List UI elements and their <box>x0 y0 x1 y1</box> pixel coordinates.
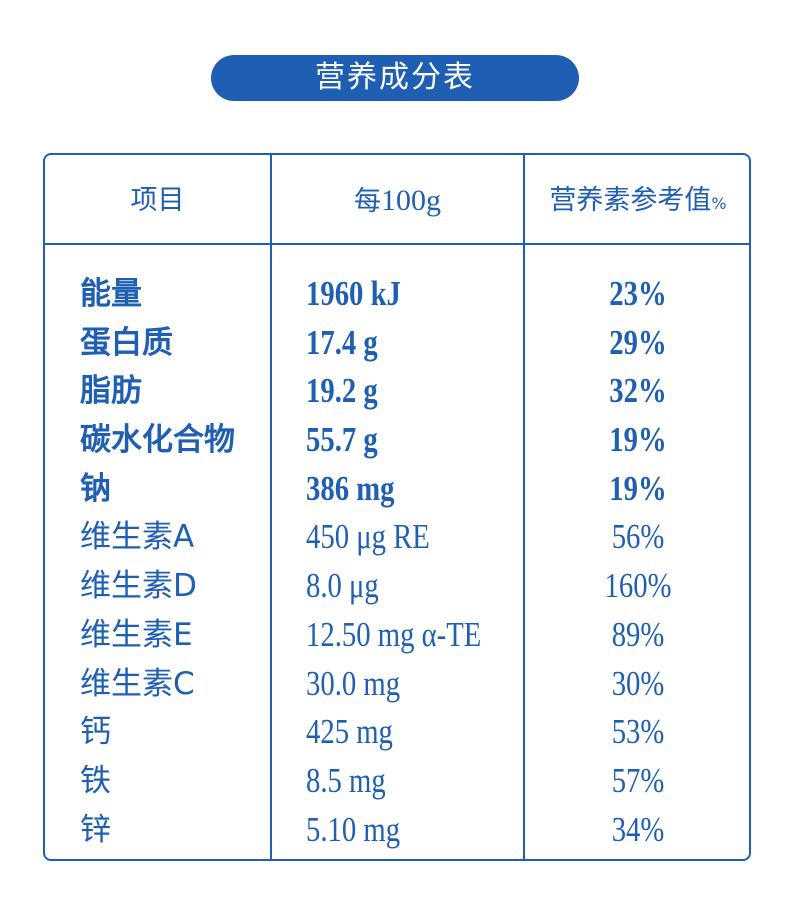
nutrient-amount: 17.4 g <box>306 322 378 362</box>
nutrient-name: 铁 <box>80 762 111 799</box>
nutrition-table: 项目 每100g 营养素参考值% 能量 1960 kJ 23% 蛋白质 17.4 g 29… <box>43 153 751 861</box>
nutrient-amount: 450 μg RE <box>306 517 430 557</box>
table-row: 钠 386 mg 19% <box>45 465 749 514</box>
header-nrv: 营养素参考值% <box>525 155 751 243</box>
nutrient-name: 碳水化合物 <box>80 422 235 459</box>
nutrient-name: 维生素D <box>80 568 197 605</box>
table-row: 能量 1960 kJ 23% <box>45 270 749 319</box>
header-per-100g: 每100g <box>272 155 523 243</box>
nutrient-nrv: 57% <box>611 760 665 800</box>
nutrient-nrv: 30% <box>611 663 665 703</box>
nutrient-amount: 19.2 g <box>306 371 378 411</box>
nutrient-name: 锌 <box>80 811 111 848</box>
nutrient-nrv: 89% <box>611 614 665 654</box>
nutrient-name: 维生素A <box>80 519 195 556</box>
table-row: 脂肪 19.2 g 32% <box>45 367 749 416</box>
nutrient-nrv: 19% <box>609 420 667 460</box>
table-row: 钙 425 mg 53% <box>45 708 749 757</box>
nutrient-amount: 12.50 mg α-TE <box>306 614 482 654</box>
nutrient-nrv: 23% <box>609 274 667 313</box>
table-row: 蛋白质 17.4 g 29% <box>45 319 749 368</box>
nutrient-nrv: 160% <box>604 566 672 606</box>
nutrient-name: 钙 <box>80 714 111 751</box>
header-per-prefix: 每 <box>354 186 381 217</box>
nutrient-name: 能量 <box>80 276 142 312</box>
nutrient-name: 钠 <box>80 470 111 507</box>
table-row: 维生素A 450 μg RE 56% <box>45 513 749 562</box>
nutrient-name: 维生素E <box>80 616 193 653</box>
nutrient-amount: 55.7 g <box>306 420 378 460</box>
nutrient-amount: 386 mg <box>306 468 395 508</box>
nutrient-nrv: 29% <box>609 322 667 362</box>
header-item: 项目 <box>130 185 185 216</box>
nutrient-amount: 30.0 mg <box>306 663 401 703</box>
table-row: 维生素C 30.0 mg 30% <box>45 660 749 709</box>
table-row: 锌 5.10 mg 34% <box>45 806 749 855</box>
column-divider <box>270 155 272 859</box>
nutrient-amount: 8.5 mg <box>306 760 386 800</box>
nutrient-amount: 425 mg <box>306 712 393 752</box>
nutrient-name: 维生素C <box>80 665 195 702</box>
nutrient-nrv: 34% <box>611 809 665 849</box>
header-nrv-suffix: % <box>711 194 727 213</box>
nutrient-amount: 5.10 mg <box>306 809 401 849</box>
nutrient-name: 脂肪 <box>80 373 142 410</box>
column-divider <box>523 155 525 859</box>
page-title: 营养成分表 <box>211 55 579 101</box>
nutrient-nrv: 56% <box>611 517 665 557</box>
table-row: 碳水化合物 55.7 g 19% <box>45 416 749 465</box>
nutrient-amount: 8.0 μg <box>306 566 379 606</box>
table-row: 维生素D 8.0 μg 160% <box>45 562 749 611</box>
nutrient-nrv: 19% <box>609 468 667 508</box>
nutrient-rows: 能量 1960 kJ 23% 蛋白质 17.4 g 29% 脂肪 19.2 g 32% 碳水化合物… <box>45 270 749 854</box>
nutrient-name: 蛋白质 <box>80 324 173 361</box>
header-nrv-label: 营养素参考值 <box>549 185 712 216</box>
table-row: 铁 8.5 mg 57% <box>45 757 749 806</box>
header-divider <box>45 243 749 245</box>
nutrient-nrv: 53% <box>611 712 665 752</box>
nutrient-amount: 1960 kJ <box>306 274 401 313</box>
header-per-amount: 100g <box>381 184 441 217</box>
table-row: 维生素E 12.50 mg α-TE 89% <box>45 611 749 660</box>
nutrient-nrv: 32% <box>609 371 667 411</box>
